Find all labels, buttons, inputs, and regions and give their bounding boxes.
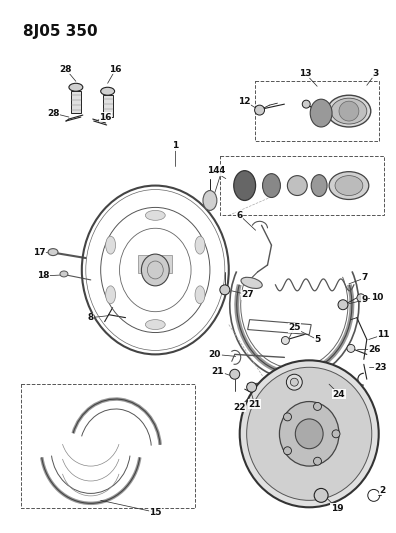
Text: 21: 21 bbox=[248, 400, 261, 408]
Circle shape bbox=[230, 369, 240, 379]
Ellipse shape bbox=[203, 190, 217, 211]
Circle shape bbox=[314, 488, 328, 502]
Ellipse shape bbox=[101, 87, 114, 95]
Circle shape bbox=[220, 285, 230, 295]
Circle shape bbox=[282, 336, 289, 344]
Ellipse shape bbox=[234, 171, 255, 200]
Text: 14: 14 bbox=[207, 166, 219, 175]
Ellipse shape bbox=[310, 99, 332, 127]
Ellipse shape bbox=[280, 401, 339, 466]
Ellipse shape bbox=[195, 236, 205, 254]
Ellipse shape bbox=[240, 360, 379, 507]
Circle shape bbox=[332, 430, 340, 438]
Bar bbox=[103, 95, 112, 117]
Circle shape bbox=[290, 378, 298, 386]
Circle shape bbox=[286, 374, 302, 390]
Bar bbox=[21, 384, 195, 508]
Circle shape bbox=[357, 294, 365, 302]
Text: 16: 16 bbox=[99, 112, 112, 122]
Circle shape bbox=[338, 300, 348, 310]
Text: 28: 28 bbox=[47, 109, 59, 118]
Text: 18: 18 bbox=[37, 271, 50, 280]
Ellipse shape bbox=[141, 254, 169, 286]
Text: 4: 4 bbox=[219, 166, 225, 175]
Circle shape bbox=[314, 457, 322, 465]
Text: 11: 11 bbox=[377, 330, 390, 339]
Text: 22: 22 bbox=[234, 402, 246, 411]
Text: 28: 28 bbox=[60, 65, 72, 74]
Text: 8: 8 bbox=[88, 313, 94, 322]
Text: 12: 12 bbox=[238, 96, 251, 106]
Text: 5: 5 bbox=[314, 335, 320, 344]
Bar bbox=[71, 91, 81, 113]
Ellipse shape bbox=[329, 172, 369, 199]
Text: 8J05 350: 8J05 350 bbox=[23, 23, 98, 39]
Ellipse shape bbox=[327, 95, 371, 127]
Ellipse shape bbox=[195, 286, 205, 304]
Ellipse shape bbox=[287, 176, 307, 196]
Ellipse shape bbox=[339, 101, 359, 121]
Text: 17: 17 bbox=[33, 248, 46, 256]
Text: 1: 1 bbox=[172, 141, 178, 150]
Ellipse shape bbox=[331, 98, 367, 124]
Ellipse shape bbox=[311, 175, 327, 197]
Text: 9: 9 bbox=[362, 295, 368, 304]
Ellipse shape bbox=[60, 271, 68, 277]
Ellipse shape bbox=[263, 174, 280, 198]
Text: 26: 26 bbox=[369, 345, 381, 354]
Text: 21: 21 bbox=[211, 367, 224, 376]
Circle shape bbox=[255, 105, 265, 115]
Text: 15: 15 bbox=[149, 508, 162, 517]
Text: 3: 3 bbox=[373, 69, 379, 78]
Text: 20: 20 bbox=[209, 350, 221, 359]
Text: 19: 19 bbox=[331, 504, 343, 513]
Circle shape bbox=[314, 402, 322, 410]
Bar bbox=[220, 156, 384, 215]
Text: 23: 23 bbox=[375, 363, 387, 372]
Text: 10: 10 bbox=[371, 293, 383, 302]
Ellipse shape bbox=[48, 248, 58, 256]
Ellipse shape bbox=[145, 320, 165, 329]
Text: 13: 13 bbox=[299, 69, 312, 78]
Bar bbox=[255, 82, 379, 141]
Circle shape bbox=[284, 447, 291, 455]
Circle shape bbox=[247, 382, 257, 392]
Text: 16: 16 bbox=[109, 65, 122, 74]
Text: 25: 25 bbox=[288, 323, 301, 332]
Ellipse shape bbox=[241, 277, 262, 288]
Ellipse shape bbox=[145, 211, 165, 220]
Ellipse shape bbox=[69, 83, 83, 91]
Text: 2: 2 bbox=[380, 486, 386, 495]
Text: 24: 24 bbox=[333, 390, 345, 399]
Ellipse shape bbox=[106, 286, 116, 304]
Ellipse shape bbox=[295, 419, 323, 449]
Ellipse shape bbox=[247, 367, 372, 500]
Ellipse shape bbox=[335, 176, 363, 196]
Circle shape bbox=[347, 344, 355, 352]
Ellipse shape bbox=[106, 236, 116, 254]
Text: 27: 27 bbox=[241, 290, 254, 300]
Circle shape bbox=[284, 413, 291, 421]
Ellipse shape bbox=[302, 100, 310, 108]
Text: 7: 7 bbox=[362, 273, 368, 282]
Text: 6: 6 bbox=[236, 211, 243, 220]
Bar bbox=[139, 255, 172, 273]
